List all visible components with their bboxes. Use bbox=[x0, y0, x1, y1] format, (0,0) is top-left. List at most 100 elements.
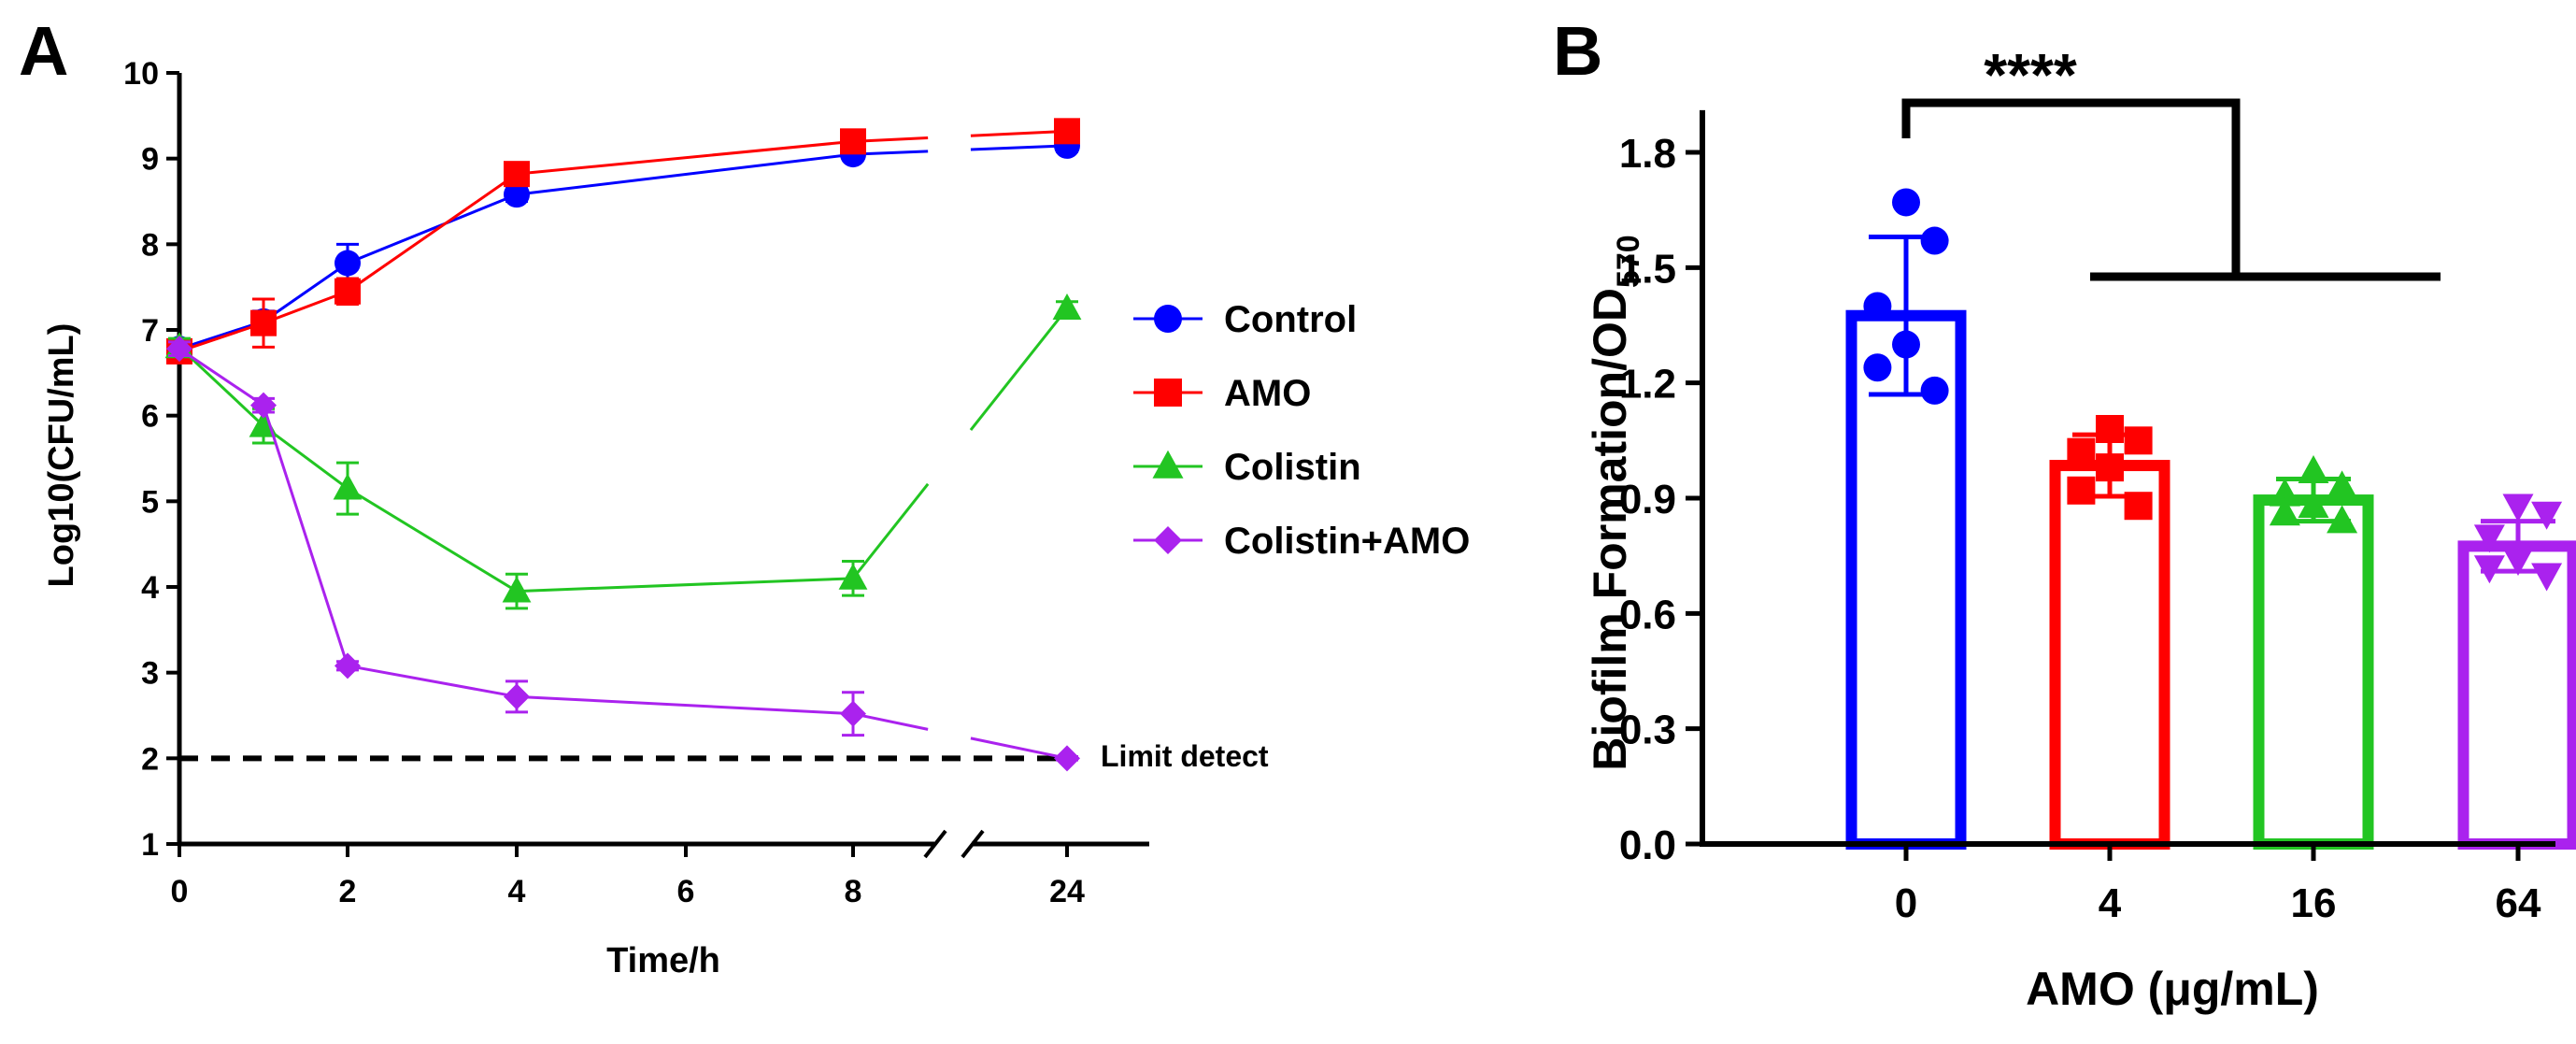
series-line-segment bbox=[178, 347, 264, 407]
series-line-segment bbox=[178, 320, 264, 350]
data-point bbox=[2473, 555, 2505, 584]
series-line-segment bbox=[347, 487, 518, 593]
panel-a-y-axis-title: Log10(CFU/mL) bbox=[42, 323, 81, 588]
data-point bbox=[2067, 476, 2096, 505]
series-line-segment bbox=[347, 172, 518, 293]
series-line-segment bbox=[262, 405, 349, 666]
data-point bbox=[2096, 453, 2124, 482]
panel-b-axes: 0.0 0.3 0.6 0.9 1.2 1.5 1.8 0 4 16 64 bbox=[1619, 109, 2555, 926]
panel-a-y-tick-label: 9 bbox=[141, 142, 159, 178]
panel-b-label: B bbox=[1553, 12, 1602, 90]
panel-b-y-tick-label: 1.5 bbox=[1619, 246, 1676, 292]
data-point bbox=[334, 250, 361, 277]
series-line-segment bbox=[516, 694, 854, 716]
legend-marker bbox=[1152, 450, 1184, 479]
panel-b-y-tick-label: 0.0 bbox=[1619, 822, 1676, 868]
data-point bbox=[504, 181, 530, 208]
bar-group-16 bbox=[2253, 454, 2374, 850]
legend-label: Control bbox=[1224, 299, 1357, 340]
legend-item: Control bbox=[1133, 299, 1357, 340]
series-line-segment bbox=[516, 139, 854, 176]
data-point bbox=[334, 652, 361, 679]
data-point bbox=[1863, 353, 1892, 382]
significance-label: **** bbox=[1984, 41, 2077, 108]
panel-b-y-axis-title: Biofilm Formation/OD570 bbox=[1584, 235, 1646, 770]
panel-a-x-tick-label: 6 bbox=[677, 874, 695, 909]
series-line-segment bbox=[970, 737, 1068, 760]
panel-a-y-tick-label: 1 bbox=[141, 827, 159, 863]
panel-b-y-tick-label: 1.8 bbox=[1619, 131, 1676, 177]
panel-b-bar-chart: 0.0 0.3 0.6 0.9 1.2 1.5 1.8 0 4 16 64 **** AMO (μg… bbox=[1584, 41, 2576, 1015]
bar bbox=[2253, 494, 2374, 850]
data-point bbox=[250, 309, 277, 336]
series-amo bbox=[166, 118, 1080, 365]
series-line-segment bbox=[263, 262, 349, 323]
series-colistin-amo bbox=[166, 336, 1080, 772]
data-point bbox=[838, 563, 868, 590]
panel-a-x-tick-label: 4 bbox=[508, 874, 526, 909]
series-control bbox=[166, 132, 1080, 363]
panel-b-y-tick-label: 1.2 bbox=[1619, 362, 1676, 408]
bar-group-0 bbox=[1845, 188, 1967, 850]
data-point bbox=[1920, 226, 1949, 255]
limit-detect-label: Limit detect bbox=[1101, 739, 1269, 773]
panel-a-x-tick-label: 2 bbox=[339, 874, 357, 909]
data-point bbox=[2269, 478, 2300, 507]
legend-marker bbox=[1154, 305, 1182, 333]
series-line-segment bbox=[263, 424, 349, 490]
data-point bbox=[1863, 292, 1892, 321]
series-line-segment bbox=[263, 290, 349, 325]
panel-a-y-tick-label: 4 bbox=[141, 570, 159, 606]
series-colistin bbox=[164, 293, 1082, 610]
data-point bbox=[1920, 376, 1949, 405]
data-point bbox=[2327, 505, 2358, 534]
legend-label: AMO bbox=[1224, 373, 1311, 414]
data-point bbox=[1054, 745, 1080, 772]
series-line-segment bbox=[969, 307, 1069, 431]
bar-group-64 bbox=[2457, 493, 2576, 851]
data-point bbox=[333, 473, 363, 500]
data-point bbox=[1052, 293, 1082, 320]
panel-a-y-tick-label: 7 bbox=[141, 313, 159, 349]
data-point bbox=[2269, 497, 2300, 526]
bar-group-4 bbox=[2049, 415, 2170, 850]
data-point bbox=[2531, 501, 2563, 530]
data-point bbox=[504, 161, 530, 188]
panel-b-y-axis-title-subscript: 570 bbox=[1611, 235, 1646, 288]
panel-b-y-axis-title-main: Biofilm Formation/OD bbox=[1584, 288, 1636, 771]
bar bbox=[2049, 460, 2170, 850]
panel-a-label: A bbox=[19, 12, 68, 90]
significance-bracket-line bbox=[1901, 98, 2241, 277]
panel-a-y-tick-label: 5 bbox=[141, 484, 159, 520]
panel-a-x-tick-label: 8 bbox=[845, 874, 862, 909]
series-line-segment bbox=[516, 152, 854, 196]
data-point bbox=[250, 392, 277, 419]
legend-item: Colistin+AMO bbox=[1133, 521, 1470, 562]
data-point bbox=[840, 700, 866, 727]
data-point bbox=[2502, 548, 2534, 577]
panel-a-y-tick-label: 2 bbox=[141, 741, 159, 777]
data-point bbox=[504, 683, 530, 710]
legend-item: Colistin bbox=[1133, 447, 1361, 488]
panel-b-x-axis-title: AMO (μg/mL) bbox=[2026, 963, 2319, 1015]
data-point bbox=[2096, 415, 2124, 443]
panel-a-x-tick-label: 24 bbox=[1049, 874, 1085, 909]
data-point bbox=[502, 576, 532, 603]
legend-marker bbox=[1154, 379, 1182, 407]
data-point bbox=[2067, 437, 2096, 466]
data-point bbox=[2327, 470, 2358, 499]
panel-a-x-axis-title: Time/h bbox=[606, 941, 720, 980]
legend-label: Colistin bbox=[1224, 447, 1361, 488]
legend-item: AMO bbox=[1133, 373, 1311, 414]
panel-b-x-tick-label: 64 bbox=[2496, 880, 2541, 926]
data-point bbox=[1892, 188, 1920, 217]
data-point bbox=[2502, 493, 2534, 522]
series-line-segment bbox=[851, 482, 930, 579]
series-line-segment bbox=[347, 664, 518, 698]
series-line-segment bbox=[178, 322, 264, 353]
legend-label: Colistin+AMO bbox=[1224, 521, 1470, 562]
panel-a-y-tick-label: 3 bbox=[141, 656, 159, 692]
panel-a-y-tick-label: 10 bbox=[123, 56, 159, 92]
data-point bbox=[2124, 426, 2153, 455]
